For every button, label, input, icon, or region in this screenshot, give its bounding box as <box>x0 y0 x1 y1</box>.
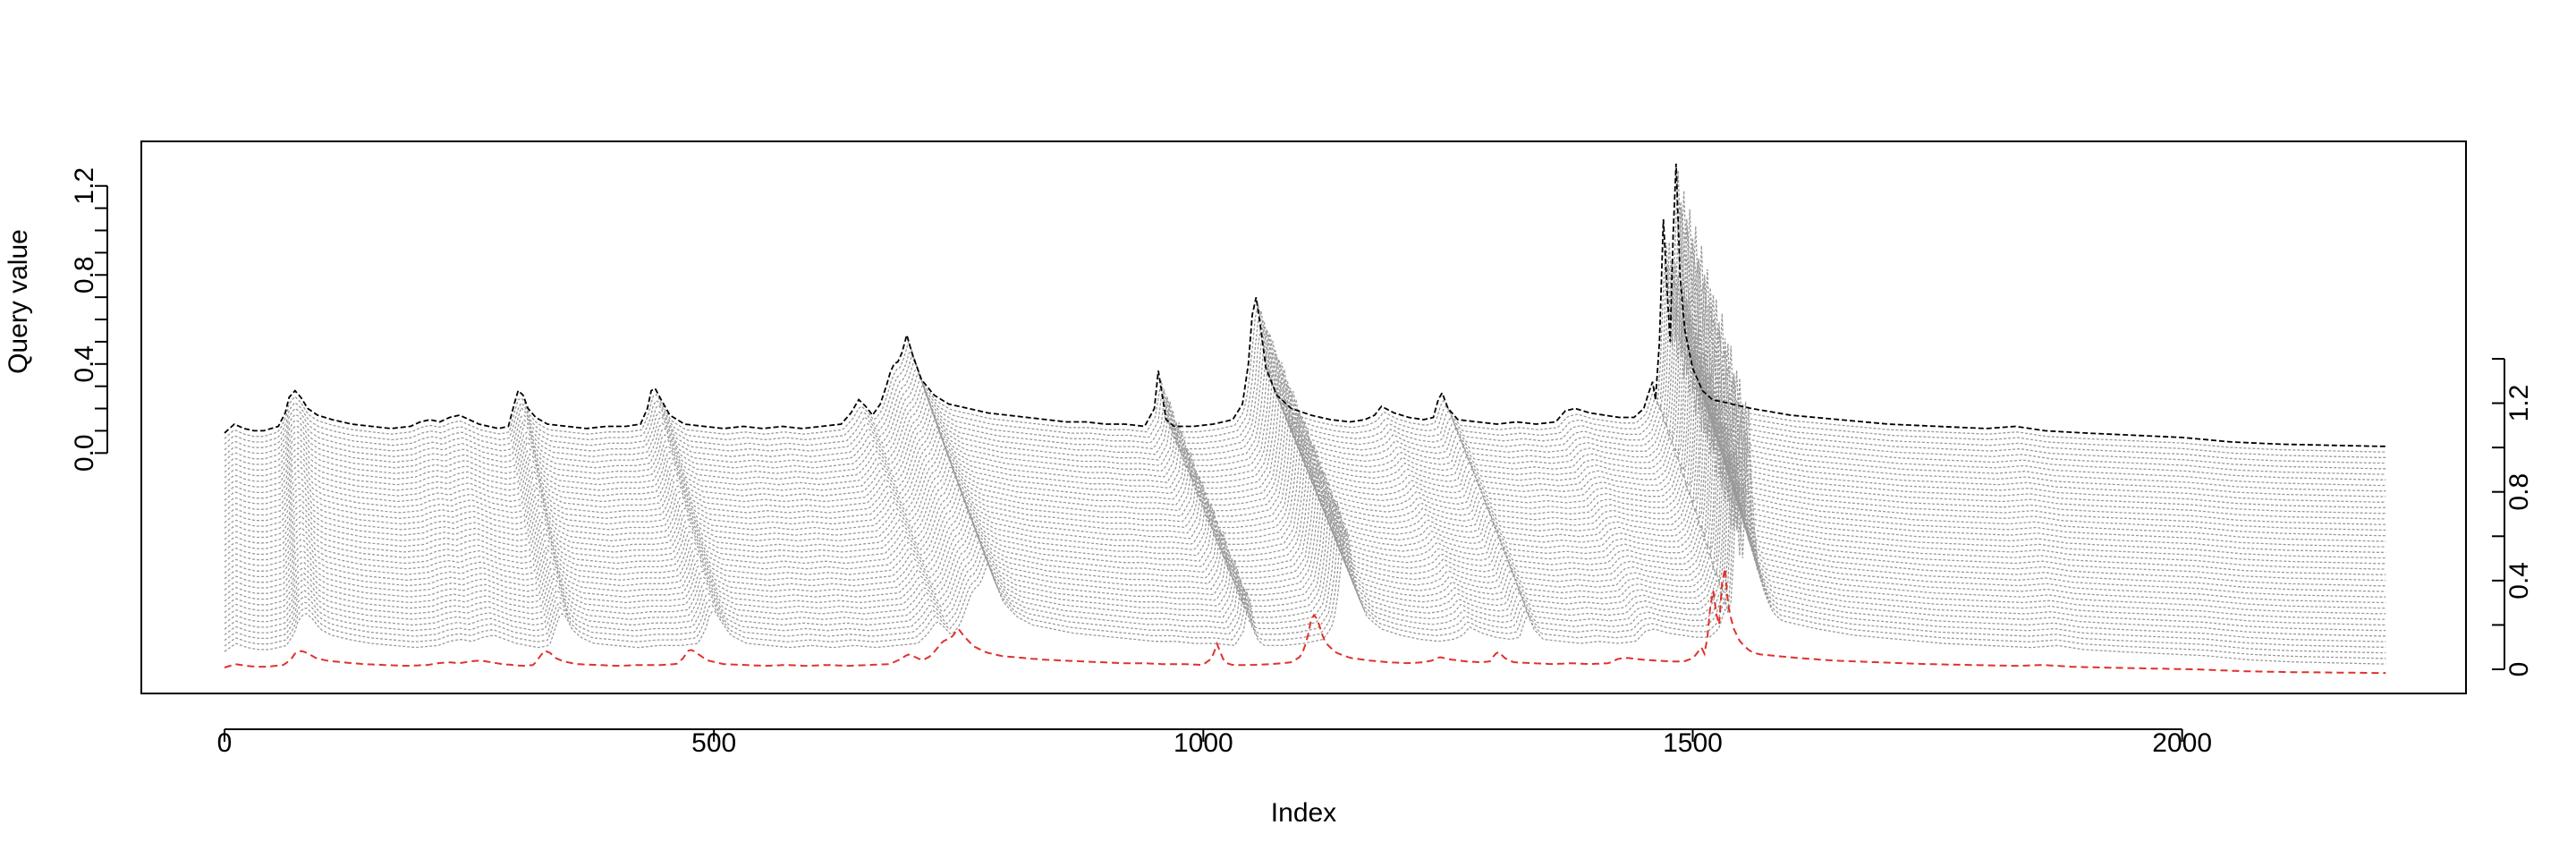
x-tick-label: 2000 <box>2152 728 2212 758</box>
warped-series-line <box>224 226 2386 481</box>
warped-series-line <box>224 208 2386 487</box>
warped-series-line <box>224 430 2386 659</box>
x-axis-title: Index <box>1271 798 1336 828</box>
warped-series-line <box>224 344 2386 598</box>
axes-layer: 0 500 1000 1500 2000 0.0 0.4 0.8 1.2 0 0.4 0.8 1.2 <box>70 167 2534 758</box>
warped-series-line <box>224 237 2386 492</box>
warped-series-line <box>224 319 2386 559</box>
warped-series-line <box>224 345 2386 609</box>
x-tick-label: 1000 <box>1174 728 1233 758</box>
warped-series-line <box>224 338 2386 592</box>
y-axis-title: Query value <box>4 229 33 374</box>
left-y-tick-label: 0.8 <box>70 256 99 293</box>
warped-series-line <box>224 280 2386 525</box>
warped-series-line <box>224 370 2386 626</box>
x-tick-label: 500 <box>691 728 736 758</box>
x-tick-label: 1500 <box>1663 728 1723 758</box>
right-y-tick-label: 0 <box>2504 662 2534 677</box>
x-tick-label: 0 <box>217 728 233 758</box>
warped-series-line <box>224 373 2386 620</box>
warped-series-line <box>224 225 2386 503</box>
warped-series-line <box>224 329 2386 575</box>
plot-box <box>140 140 2467 694</box>
warped-series-line <box>224 244 2386 498</box>
warped-series-line <box>224 367 2386 604</box>
warped-series-line <box>224 404 2386 642</box>
warped-series-line <box>224 268 2386 537</box>
right-y-tick-label: 0.4 <box>2504 562 2534 600</box>
right-y-tick-label: 1.2 <box>2504 385 2534 422</box>
warped-series-line <box>224 404 2386 648</box>
left-y-tick-label: 0.0 <box>70 434 99 472</box>
warped-series-line <box>224 313 2386 582</box>
warped-series-line <box>224 208 2386 464</box>
warped-series-line <box>224 304 2386 542</box>
left-y-tick-label: 1.2 <box>70 167 99 205</box>
query-series-line <box>224 163 2388 447</box>
warped-series-line <box>224 321 2386 570</box>
warped-series-line <box>224 406 2386 665</box>
left-y-tick-label: 0.4 <box>70 345 99 383</box>
warped-series-line <box>224 170 2386 453</box>
warped-series-line <box>224 351 2386 587</box>
warped-series-line <box>224 275 2386 532</box>
reference-series-line <box>224 568 2386 675</box>
warped-series-line <box>224 287 2386 548</box>
right-y-tick-label: 0.8 <box>2504 473 2534 511</box>
warped-series-line <box>224 294 2386 553</box>
warped-series-line <box>224 402 2386 654</box>
warped-series-line <box>224 375 2386 615</box>
warped-series-line <box>224 191 2386 470</box>
warped-series-line <box>224 258 2386 509</box>
warped-series-line <box>224 400 2386 632</box>
series-layer <box>224 163 2388 675</box>
warped-series-line <box>224 299 2386 565</box>
